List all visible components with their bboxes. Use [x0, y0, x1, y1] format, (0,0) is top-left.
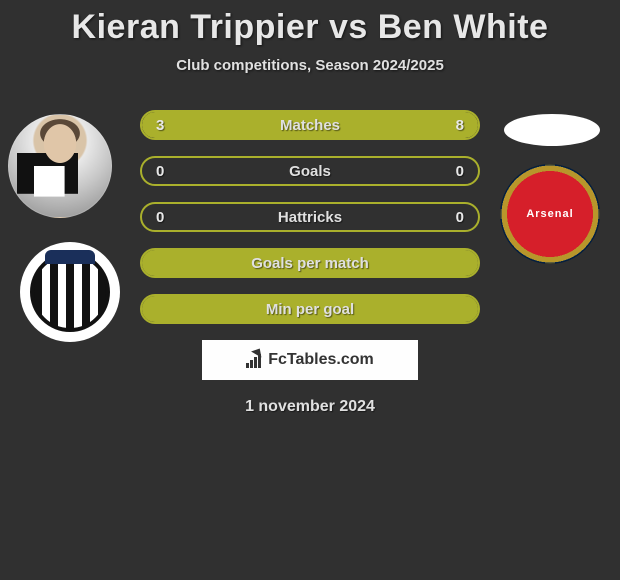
page-title: Kieran Trippier vs Ben White [0, 0, 620, 47]
stat-value-left: 0 [156, 209, 164, 226]
stat-value-left: 0 [156, 163, 164, 180]
stat-label: Hattricks [278, 209, 342, 226]
stat-value-right: 0 [456, 163, 464, 180]
date-label: 1 november 2024 [0, 398, 620, 416]
arsenal-label: Arsenal [526, 208, 573, 220]
stat-label: Matches [280, 117, 340, 134]
stat-label: Goals per match [251, 255, 369, 272]
brand-box: FcTables.com [202, 340, 418, 380]
stat-bar: Goals per match [140, 248, 480, 278]
stat-bar: 3 8 Matches [140, 110, 480, 140]
stat-label: Goals [289, 163, 331, 180]
page-subtitle: Club competitions, Season 2024/2025 [0, 57, 620, 74]
stat-label: Min per goal [266, 301, 354, 318]
player-right-placeholder [504, 114, 600, 146]
bar-fill-right [233, 112, 478, 138]
stat-value-right: 8 [456, 117, 464, 134]
comparison-content: Arsenal 3 8 Matches 0 0 Goals 0 0 Hattricks Goals… [0, 104, 620, 416]
stat-value-left: 3 [156, 117, 164, 134]
brand-text: FcTables.com [268, 351, 374, 369]
stat-bars: 3 8 Matches 0 0 Goals 0 0 Hattricks Goals per mat… [140, 104, 480, 324]
club-right-badge: Arsenal [500, 164, 600, 264]
stat-bar: 0 0 Goals [140, 156, 480, 186]
newcastle-flag-icon [45, 250, 95, 264]
player-silhouette [9, 115, 111, 217]
stat-bar: Min per goal [140, 294, 480, 324]
stat-value-right: 0 [456, 209, 464, 226]
player-left-avatar [8, 114, 112, 218]
brand-chart-icon [246, 352, 264, 368]
stat-bar: 0 0 Hattricks [140, 202, 480, 232]
club-left-badge [20, 242, 120, 342]
newcastle-stripes-icon [30, 252, 110, 332]
